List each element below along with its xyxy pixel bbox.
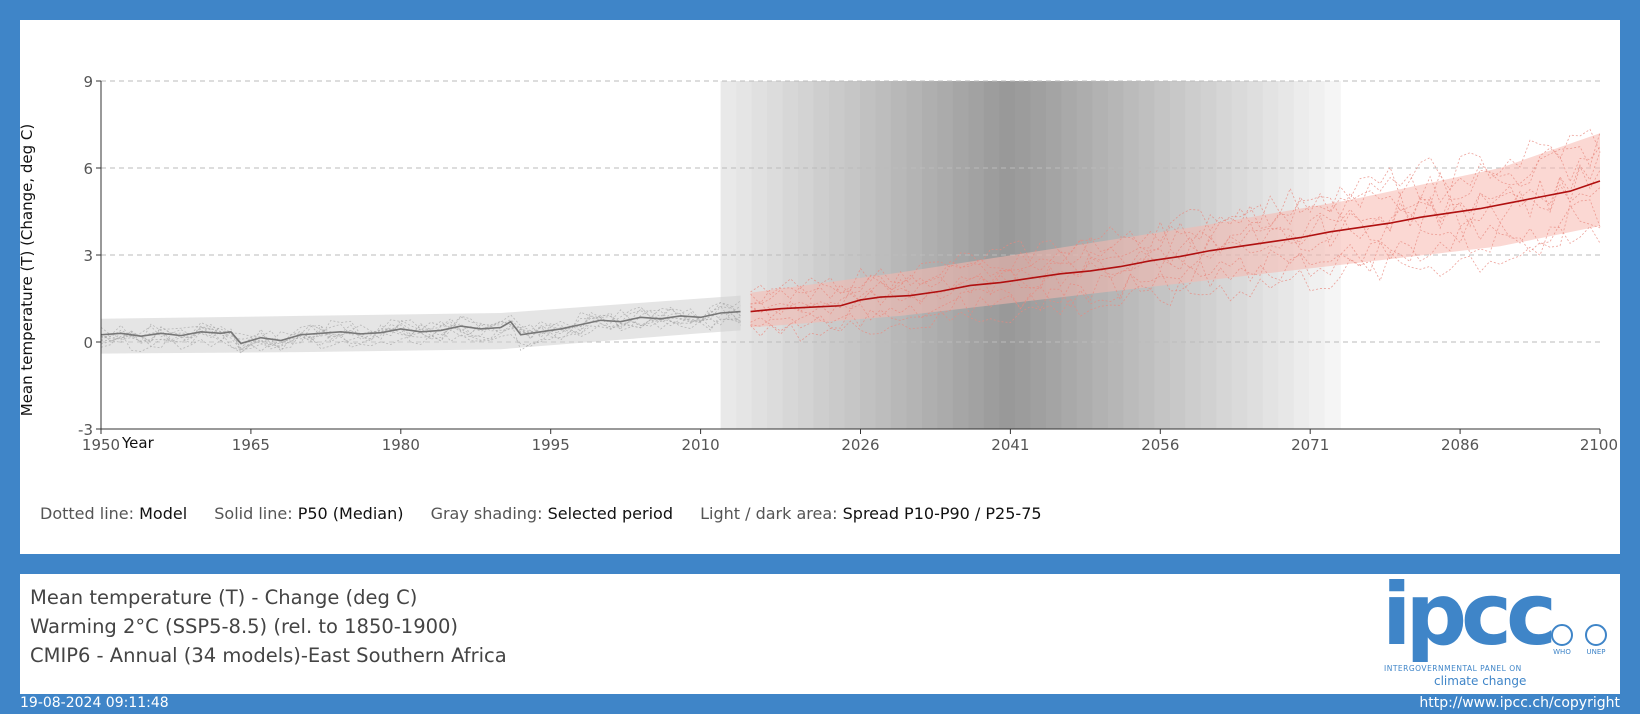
- model-line: [750, 128, 1601, 296]
- who-logo: WHO: [1550, 624, 1574, 656]
- footer-timestamp: 19-08-2024 09:11:48: [20, 695, 169, 711]
- model-line: [100, 310, 741, 354]
- info-dataset: CMIP6 - Annual (34 models)-East Southern…: [30, 644, 507, 667]
- model-line: [750, 151, 1601, 314]
- spread-band: [101, 295, 741, 354]
- x-tick-label: 1950: [82, 436, 120, 454]
- ipcc-logo-tagline: climate change: [1434, 674, 1527, 688]
- median-lines: [100, 180, 1601, 345]
- y-tick-label: -3: [78, 421, 93, 439]
- x-tick-label: 2010: [682, 436, 720, 454]
- model-line: [100, 300, 741, 345]
- ipcc-logo-text: ipcc: [1382, 565, 1557, 665]
- ipcc-logo: ipcc INTERGOVERNMENTAL PANEL ON climate …: [1382, 572, 1557, 690]
- model-line: [750, 225, 1601, 342]
- x-tick-label: 1980: [382, 436, 420, 454]
- spread-bands: [101, 133, 1600, 354]
- legend-area: Light / dark area: Spread P10-P90 / P25-…: [700, 504, 1042, 523]
- legend-gray: Gray shading: Selected period: [430, 504, 673, 523]
- model-lines: [100, 128, 1601, 354]
- x-tick-label: 1995: [532, 436, 570, 454]
- model-line: [100, 302, 741, 345]
- info-panel: Mean temperature (T) - Change (deg C) Wa…: [20, 572, 1620, 694]
- spread-band: [750, 133, 1600, 328]
- x-tick-label: 2041: [991, 436, 1029, 454]
- model-line: [100, 305, 741, 349]
- x-tick-label: 2071: [1291, 436, 1329, 454]
- model-line: [750, 146, 1601, 305]
- who-emblem-icon: [1551, 624, 1573, 646]
- model-line: [100, 312, 741, 351]
- model-line: [100, 316, 741, 354]
- chart-svg: -3 0 3 6 9 1950 1965 1980 1995 2010 2026 2041 2056 20…: [20, 73, 1618, 454]
- x-tick-label: 2026: [841, 436, 879, 454]
- y-tick-label: 9: [83, 73, 93, 91]
- model-line: [100, 302, 741, 347]
- unep-emblem-icon: [1585, 624, 1607, 646]
- legend-solid: Solid line: P50 (Median): [214, 504, 404, 523]
- info-variable: Mean temperature (T) - Change (deg C): [30, 586, 418, 609]
- y-axis-label: Mean temperature (T) (Change, deg C): [20, 124, 36, 417]
- chart-panel: -3 0 3 6 9 1950 1965 1980 1995 2010 2026 2041 2056 20…: [20, 20, 1620, 554]
- x-tick-label: 2086: [1441, 436, 1479, 454]
- footer-copyright-link[interactable]: http://www.ipcc.ch/copyright: [1419, 695, 1620, 711]
- y-tick-label: 0: [83, 334, 93, 352]
- grid-lines: [101, 80, 1600, 343]
- median-line-scenario: [750, 180, 1601, 313]
- y-tick-label: 6: [83, 160, 93, 178]
- model-line: [750, 176, 1601, 315]
- ipcc-logo-subtitle: INTERGOVERNMENTAL PANEL ON: [1384, 664, 1522, 673]
- y-tick-label: 3: [83, 247, 93, 265]
- model-line: [100, 310, 741, 352]
- x-axis-label: Year: [121, 434, 155, 452]
- unep-logo: UNEP: [1584, 624, 1608, 656]
- model-line: [750, 132, 1601, 305]
- model-line: [750, 204, 1601, 332]
- chart-legend: Dotted line: Model Solid line: P50 (Medi…: [40, 504, 1064, 523]
- info-scenario: Warming 2°C (SSP5-8.5) (rel. to 1850-190…: [30, 615, 459, 638]
- x-tick-label: 2100: [1580, 436, 1618, 454]
- axes: -3 0 3 6 9 1950 1965 1980 1995 2010 2026 2041 2056 20…: [78, 73, 1618, 454]
- median-line-historical: [100, 310, 741, 345]
- model-line: [750, 199, 1601, 329]
- legend-dotted: Dotted line: Model: [40, 504, 188, 523]
- x-tick-label: 2056: [1141, 436, 1179, 454]
- x-tick-label: 1965: [232, 436, 270, 454]
